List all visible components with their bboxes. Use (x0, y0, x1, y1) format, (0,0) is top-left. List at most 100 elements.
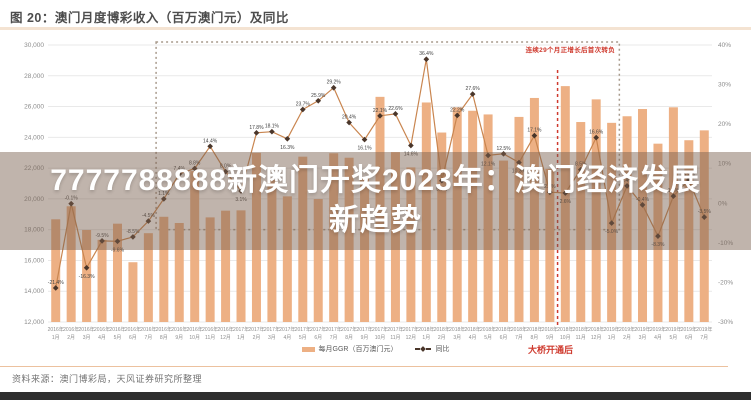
svg-text:22.1%: 22.1% (373, 108, 388, 114)
svg-text:14.6%: 14.6% (404, 152, 419, 158)
svg-text:2017年: 2017年 (233, 326, 249, 333)
svg-text:2018年: 2018年 (557, 326, 573, 333)
svg-text:28,000: 28,000 (24, 73, 44, 80)
svg-text:2016年: 2016年 (171, 326, 187, 333)
svg-text:2月: 2月 (67, 335, 75, 341)
svg-text:14,000: 14,000 (24, 288, 44, 295)
svg-text:6月: 6月 (129, 335, 137, 341)
svg-text:-16.3%: -16.3% (79, 274, 95, 280)
svg-text:2018年: 2018年 (542, 326, 558, 333)
svg-text:-5.0%: -5.0% (605, 229, 619, 235)
svg-text:2016年: 2016年 (156, 326, 172, 333)
svg-text:4月: 4月 (283, 335, 291, 341)
svg-text:20,000: 20,000 (24, 196, 44, 203)
svg-text:1月: 1月 (422, 335, 430, 341)
title-separator (0, 27, 751, 30)
svg-text:4.4%: 4.4% (621, 178, 633, 184)
chart-legend: 每月GGR（百万澳门元） 同比 (0, 344, 751, 354)
svg-text:-10%: -10% (718, 240, 733, 247)
svg-text:22.6%: 22.6% (388, 106, 403, 112)
svg-text:2月: 2月 (623, 335, 631, 341)
svg-text:18.1%: 18.1% (265, 124, 280, 130)
bridge-annotation: 大桥开通后 (528, 345, 574, 355)
svg-text:2019年: 2019年 (681, 326, 697, 333)
svg-text:10%: 10% (718, 161, 731, 168)
svg-text:2018年: 2018年 (449, 326, 465, 333)
line-series-label: 同比 (435, 346, 450, 353)
svg-text:22.2%: 22.2% (450, 107, 465, 113)
svg-text:3.1%: 3.1% (235, 197, 247, 203)
svg-text:2017年: 2017年 (279, 326, 295, 333)
svg-text:6月: 6月 (500, 335, 508, 341)
svg-text:1月: 1月 (237, 335, 245, 341)
svg-text:12月: 12月 (591, 335, 602, 341)
svg-text:11月: 11月 (205, 335, 215, 341)
svg-text:2017年: 2017年 (295, 326, 311, 333)
growth-period-box (155, 41, 621, 231)
figure-title: 图 20：澳门月度博彩收入（百万澳门元）及同比 (10, 11, 289, 25)
source-separator (0, 366, 729, 367)
svg-text:23.7%: 23.7% (296, 102, 311, 108)
svg-text:-30%: -30% (718, 319, 733, 326)
svg-text:16.3%: 16.3% (280, 145, 295, 151)
svg-text:30%: 30% (718, 82, 731, 89)
svg-text:-21.4%: -21.4% (48, 280, 64, 286)
svg-text:25.9%: 25.9% (311, 93, 326, 99)
svg-text:2019年: 2019年 (619, 326, 635, 333)
svg-text:9月: 9月 (175, 335, 183, 341)
svg-text:22,000: 22,000 (24, 165, 44, 172)
watermark-line2: 新趋势 (329, 204, 422, 237)
svg-text:-8.5%: -8.5% (126, 229, 140, 235)
svg-text:1.1%: 1.1% (158, 191, 170, 197)
svg-text:3月: 3月 (639, 335, 647, 341)
svg-text:29.2%: 29.2% (327, 80, 342, 86)
svg-text:12.1%: 12.1% (481, 161, 496, 167)
svg-text:2018年: 2018年 (480, 326, 496, 333)
svg-text:7月: 7月 (515, 335, 523, 341)
svg-text:9月: 9月 (361, 335, 369, 341)
svg-text:-4.5%: -4.5% (142, 213, 156, 219)
svg-text:2017年: 2017年 (326, 326, 342, 333)
svg-text:0%: 0% (718, 200, 728, 207)
svg-text:40%: 40% (718, 42, 731, 49)
svg-text:2016年: 2016年 (109, 326, 125, 333)
svg-text:-3.5%: -3.5% (698, 209, 712, 215)
svg-text:1.8%: 1.8% (668, 188, 680, 194)
svg-text:4月: 4月 (98, 335, 106, 341)
svg-text:16.1%: 16.1% (357, 146, 372, 152)
svg-text:2016年: 2016年 (79, 326, 95, 333)
svg-text:17.1%: 17.1% (527, 128, 542, 134)
svg-text:7月: 7月 (330, 335, 338, 341)
svg-text:8月: 8月 (531, 335, 539, 341)
svg-text:2016年: 2016年 (140, 326, 156, 333)
legend-item-line: 同比 (415, 344, 449, 354)
svg-text:2017年: 2017年 (372, 326, 388, 333)
svg-text:6月: 6月 (314, 335, 322, 341)
svg-text:2019年: 2019年 (604, 326, 620, 333)
svg-text:2018年: 2018年 (418, 326, 434, 333)
svg-text:5.9%: 5.9% (683, 172, 695, 178)
svg-text:3月: 3月 (268, 335, 276, 341)
svg-text:4月: 4月 (654, 335, 662, 341)
svg-text:9月: 9月 (546, 335, 554, 341)
svg-text:5月: 5月 (114, 335, 122, 341)
svg-text:17.8%: 17.8% (249, 125, 264, 131)
svg-text:2017年: 2017年 (248, 326, 264, 333)
svg-text:2019年: 2019年 (665, 326, 681, 333)
svg-text:5月: 5月 (484, 335, 492, 341)
svg-text:-8.3%: -8.3% (651, 242, 665, 248)
bar-series-swatch (301, 346, 315, 352)
svg-text:2016年: 2016年 (48, 326, 64, 333)
bar-series-label: 每月GGR（百万澳门元） (318, 346, 398, 353)
svg-text:7月: 7月 (700, 335, 708, 341)
svg-text:20.4%: 20.4% (342, 115, 357, 121)
line-series-swatch (415, 346, 432, 352)
svg-text:12,000: 12,000 (24, 319, 44, 326)
x-axis-labels: 2016年1月2016年2月2016年3月2016年4月2016年5月2016年… (48, 326, 713, 341)
svg-text:27.6%: 27.6% (466, 86, 481, 92)
svg-text:7月: 7月 (144, 335, 152, 341)
svg-text:-0.1%: -0.1% (65, 196, 79, 202)
line-series: -21.4% -0.1% -16.3% -9.5% -9.6% -8.5% -4.5% 1.1… (48, 51, 712, 291)
svg-text:14.4%: 14.4% (203, 138, 218, 144)
svg-text:10月: 10月 (189, 335, 200, 341)
